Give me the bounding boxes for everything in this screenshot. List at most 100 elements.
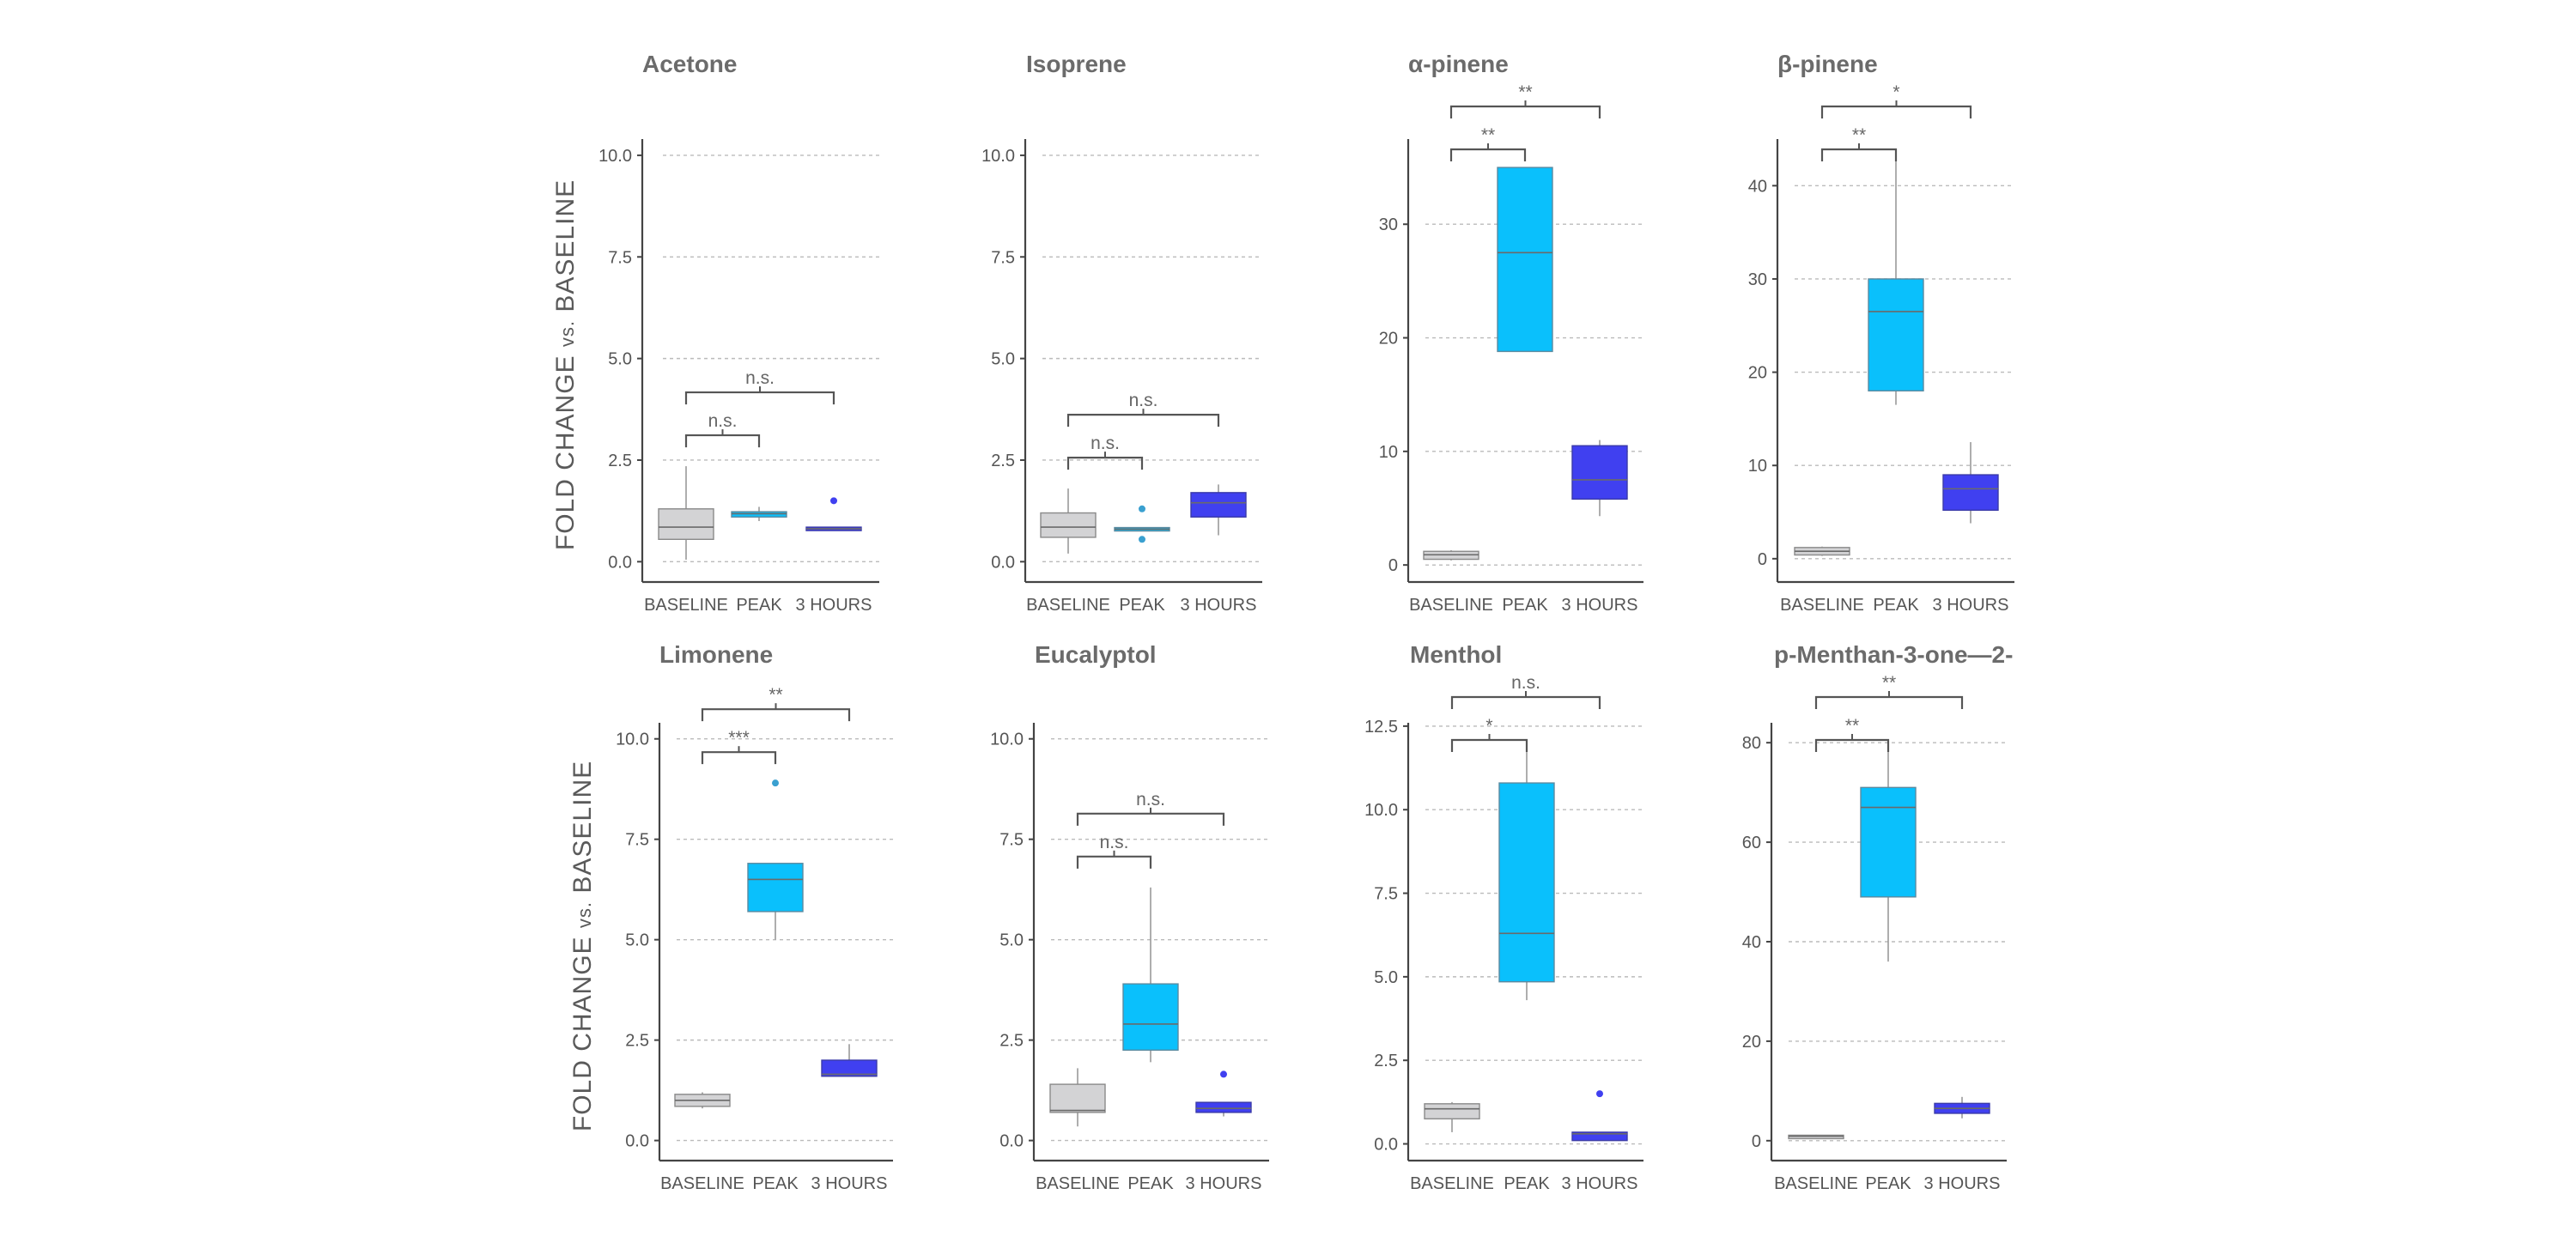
bracket-line bbox=[1814, 738, 1890, 752]
y-tick-label: 10.0 bbox=[1364, 801, 1398, 820]
panel-1: Acetone 0.0 2.5 5.0 7.5 10.0 BASELINE PEAK 3 HOU… bbox=[598, 51, 879, 615]
significance-label: ** bbox=[1845, 716, 1859, 736]
box-baseline bbox=[674, 1092, 731, 1109]
x-tick-label: BASELINE bbox=[1774, 1174, 1858, 1193]
significance-label: n.s. bbox=[745, 368, 775, 388]
x-tick-label: 3 HOURS bbox=[811, 1174, 888, 1193]
bracket-line bbox=[1450, 695, 1601, 709]
panel-title: β-pinene bbox=[1777, 51, 1878, 77]
significance-bracket: ** bbox=[1814, 673, 1964, 709]
outlier-point bbox=[1139, 536, 1145, 543]
panels: Acetone 0.0 2.5 5.0 7.5 10.0 BASELINE PEAK 3 HOU… bbox=[598, 51, 2014, 1193]
bracket-line bbox=[684, 391, 835, 405]
x-tick-label: 3 HOURS bbox=[1181, 596, 1257, 615]
y-tick-label: 5.0 bbox=[608, 350, 632, 369]
x-tick-label: PEAK bbox=[1865, 1174, 1911, 1193]
panel-6: Eucalyptol 0.0 2.5 5.0 7.5 10.0 BASELINE PEAK 3 … bbox=[990, 641, 1269, 1193]
y-tick-label: 12.5 bbox=[1364, 718, 1398, 737]
box-3-hours bbox=[1934, 1096, 1990, 1119]
x-tick-label: 3 HOURS bbox=[796, 596, 872, 615]
significance-bracket: ** bbox=[701, 685, 851, 722]
box-3-hours bbox=[821, 1044, 878, 1077]
box-iqr bbox=[1190, 492, 1247, 518]
box-iqr bbox=[1424, 1103, 1480, 1120]
significance-bracket: n.s. bbox=[684, 411, 761, 448]
x-tick-label: BASELINE bbox=[1036, 1174, 1120, 1193]
significance-label: n.s. bbox=[1136, 790, 1165, 809]
significance-label: ** bbox=[1481, 125, 1495, 145]
bracket-line bbox=[1449, 105, 1601, 118]
significance-bracket: n.s. bbox=[684, 368, 835, 405]
significance-label: n.s. bbox=[1100, 833, 1129, 852]
significance-bracket: n.s. bbox=[1076, 790, 1225, 826]
box-iqr bbox=[821, 1059, 878, 1077]
box-iqr bbox=[1195, 1101, 1252, 1113]
significance-bracket: ** bbox=[1820, 125, 1898, 161]
y-tick-label: 7.5 bbox=[625, 831, 649, 850]
x-tick-label: 3 HOURS bbox=[1562, 1174, 1638, 1193]
x-tick-label: BASELINE bbox=[1780, 596, 1864, 615]
y-tick-label: 7.5 bbox=[999, 831, 1024, 850]
panel-title: p-Menthan-3-one—2- bbox=[1774, 641, 2013, 668]
significance-bracket: ** bbox=[1449, 125, 1527, 161]
y-tick-label: 40 bbox=[1742, 933, 1761, 952]
y-tick-label: 2.5 bbox=[625, 1032, 649, 1051]
outlier-point bbox=[1596, 1090, 1603, 1098]
bracket-line bbox=[1450, 738, 1528, 752]
y-axis-label-bottom: FOLD CHANGE vs. BASELINE bbox=[568, 761, 597, 1131]
box-iqr bbox=[1049, 1083, 1106, 1113]
box-iqr bbox=[1122, 983, 1179, 1052]
bracket-line bbox=[701, 708, 851, 722]
x-tick-label: 3 HOURS bbox=[1933, 596, 2009, 615]
significance-label: n.s. bbox=[1511, 673, 1540, 693]
significance-label: ** bbox=[1518, 82, 1532, 102]
y-axis-label-main: FOLD CHANGE bbox=[551, 355, 580, 550]
x-tick-label: BASELINE bbox=[1026, 596, 1110, 615]
bracket-line bbox=[1449, 148, 1527, 161]
box-3-hours bbox=[1195, 1070, 1252, 1117]
significance-bracket: * bbox=[1450, 716, 1528, 752]
panel-7: Menthol 0.0 2.5 5.0 7.5 10.0 12.5 BASELINE PEAK 3… bbox=[1364, 641, 1643, 1193]
y-tick-label: 80 bbox=[1742, 734, 1761, 753]
box-3-hours bbox=[805, 497, 862, 531]
y-tick-label: 10.0 bbox=[598, 147, 632, 166]
panel-title: Acetone bbox=[642, 51, 737, 77]
box-peak bbox=[1498, 739, 1555, 1001]
x-tick-label: BASELINE bbox=[644, 596, 728, 615]
y-tick-label: 5.0 bbox=[1374, 968, 1398, 987]
y-tick-label: 30 bbox=[1379, 215, 1398, 234]
y-axis-label-vs: vs. bbox=[556, 320, 578, 347]
box-iqr bbox=[1860, 786, 1917, 898]
box-baseline bbox=[1423, 549, 1479, 561]
y-tick-label: 10 bbox=[1379, 443, 1398, 462]
box-iqr bbox=[1942, 474, 1999, 512]
y-tick-label: 0.0 bbox=[991, 553, 1015, 572]
y-tick-label: 60 bbox=[1742, 834, 1761, 852]
y-tick-label: 30 bbox=[1748, 270, 1767, 289]
significance-bracket: ** bbox=[1449, 82, 1601, 118]
y-axis-label-main: FOLD CHANGE bbox=[568, 936, 597, 1131]
box-iqr bbox=[1040, 512, 1097, 538]
significance-bracket: n.s. bbox=[1076, 833, 1152, 869]
y-tick-label: 10.0 bbox=[990, 731, 1024, 749]
y-tick-label: 2.5 bbox=[999, 1032, 1024, 1051]
significance-label: n.s. bbox=[1091, 434, 1120, 453]
bracket-line bbox=[1076, 812, 1225, 826]
y-tick-label: 40 bbox=[1748, 177, 1767, 196]
y-tick-label: 2.5 bbox=[608, 452, 632, 470]
bracket-line bbox=[684, 434, 761, 448]
panel-2: Isoprene 0.0 2.5 5.0 7.5 10.0 BASELINE PEAK 3 HO… bbox=[981, 51, 1262, 615]
significance-bracket: n.s. bbox=[1450, 673, 1601, 709]
x-tick-label: 3 HOURS bbox=[1186, 1174, 1262, 1193]
y-axis-label-vs: vs. bbox=[574, 901, 595, 928]
panel-title: Limonene bbox=[659, 641, 773, 668]
y-tick-label: 0 bbox=[1388, 556, 1398, 575]
box-iqr bbox=[1868, 278, 1924, 392]
x-tick-label: BASELINE bbox=[1410, 1174, 1494, 1193]
panel-title: Menthol bbox=[1410, 641, 1502, 668]
bracket-line bbox=[1820, 148, 1898, 161]
x-tick-label: PEAK bbox=[1504, 1174, 1550, 1193]
outlier-point bbox=[1139, 505, 1145, 512]
y-tick-label: 7.5 bbox=[991, 248, 1015, 267]
